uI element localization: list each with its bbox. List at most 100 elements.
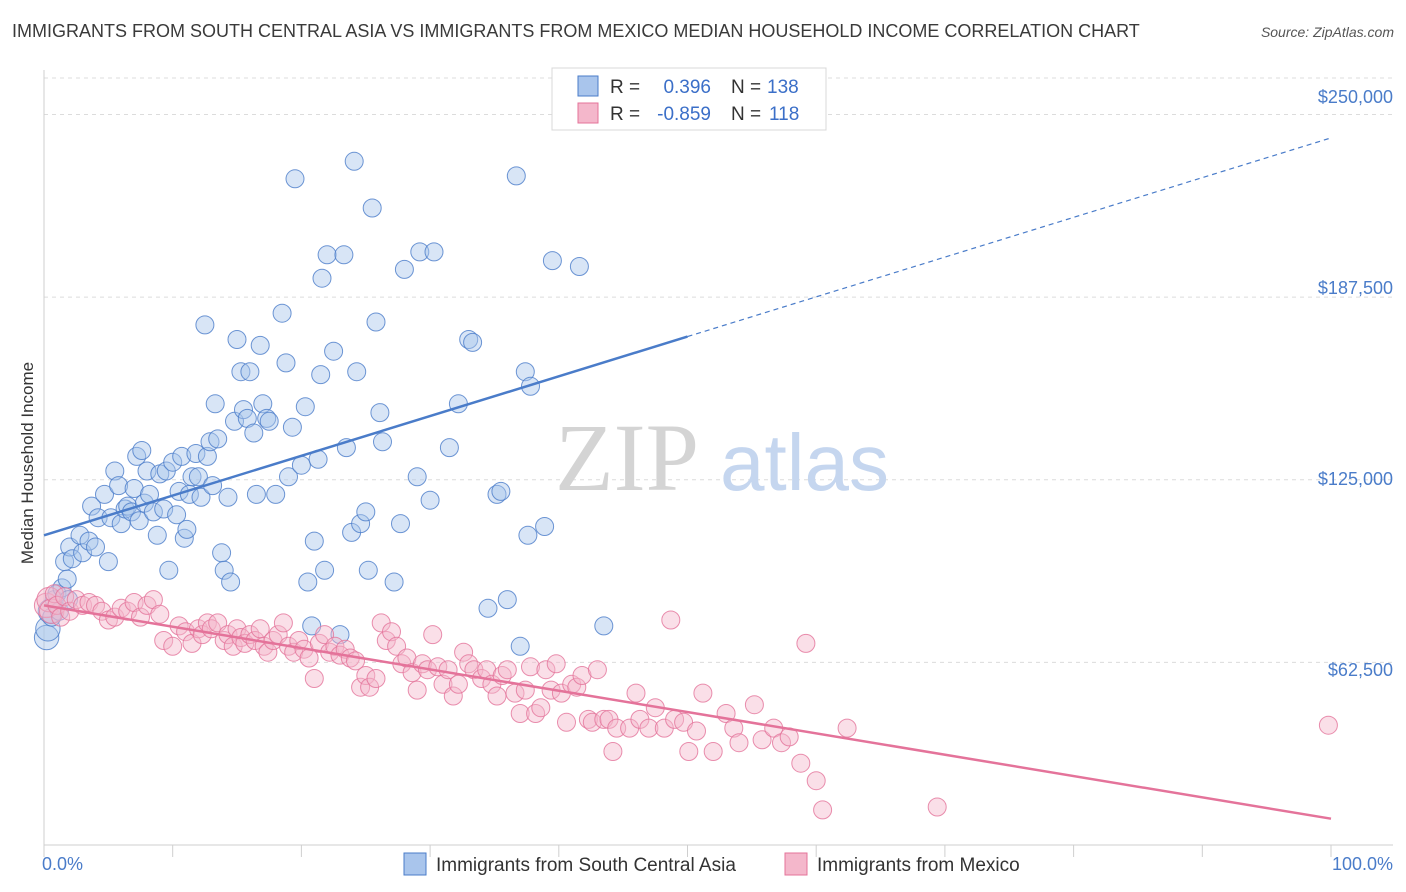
data-point-mexico: [813, 800, 833, 820]
data-point-south-central-asia: [370, 403, 390, 423]
data-point-mexico: [772, 733, 791, 753]
data-point-mexico: [366, 669, 386, 688]
data-point-mexico: [693, 683, 713, 703]
data-point-south-central-asia: [439, 438, 459, 458]
data-point-mexico: [639, 718, 659, 738]
data-point-south-central-asia: [373, 432, 392, 452]
data-point-mexico: [454, 642, 474, 662]
series-legend: Immigrants from South Central Asia Immig…: [403, 852, 1020, 876]
data-point-mexico: [927, 797, 947, 817]
data-point-mexico: [423, 625, 443, 645]
data-point-south-central-asia: [191, 487, 211, 507]
data-point-south-central-asia: [259, 411, 279, 431]
data-point-south-central-asia: [315, 560, 335, 580]
data-point-south-central-asia: [95, 484, 114, 504]
data-point-south-central-asia: [132, 441, 152, 460]
data-point-south-central-asia: [311, 365, 331, 385]
data-point-south-central-asia: [250, 335, 270, 355]
data-point-mexico: [603, 742, 623, 761]
data-point-mexico: [497, 660, 517, 680]
data-point-mexico: [546, 654, 566, 674]
data-point-south-central-asia: [515, 362, 535, 382]
data-point-south-central-asia: [491, 481, 511, 501]
bottom-legend-label-pink: Immigrants from Mexico: [817, 855, 1020, 876]
y-tick-label: $62,500: [1328, 660, 1393, 680]
data-point-south-central-asia: [285, 169, 305, 189]
data-point-south-central-asia: [33, 624, 60, 651]
data-point-south-central-asia: [324, 341, 344, 361]
y-tick-label: $187,500: [1318, 278, 1393, 298]
data-point-south-central-asia: [188, 467, 208, 487]
data-point-mexico: [661, 610, 681, 630]
data-point-south-central-asia: [410, 242, 430, 262]
data-point-south-central-asia: [240, 362, 260, 382]
bottom-legend-swatch-pink: [784, 852, 808, 876]
data-point-south-central-asia: [304, 531, 324, 551]
data-point-mexico: [459, 654, 479, 674]
x-tick-label-min: 0.0%: [42, 854, 83, 874]
data-point-mexico: [382, 622, 401, 642]
data-point-mexico: [376, 631, 396, 650]
y-tick-label: $125,000: [1318, 469, 1393, 489]
data-point-south-central-asia: [137, 461, 157, 481]
data-point-south-central-asia: [186, 444, 206, 463]
data-point-south-central-asia: [172, 446, 192, 466]
data-point-mexico: [791, 753, 811, 773]
data-point-south-central-asia: [282, 417, 302, 437]
data-point-mexico: [796, 633, 816, 653]
data-point-mexico: [531, 698, 551, 718]
legend-swatch-pink: [577, 102, 599, 124]
data-point-mexico: [607, 718, 627, 738]
data-point-south-central-asia: [356, 502, 376, 522]
trend-line-mexico: [43, 604, 1332, 820]
data-point-south-central-asia: [358, 560, 378, 580]
source-label: Source: ZipAtlas.com: [1260, 24, 1394, 40]
data-point-south-central-asia: [594, 616, 614, 636]
data-point-mexico: [744, 695, 764, 715]
data-point-south-central-asia: [394, 259, 414, 279]
data-point-south-central-asia: [214, 560, 234, 580]
data-point-south-central-asia: [362, 198, 382, 218]
legend-r-label: R =: [610, 77, 640, 98]
data-point-south-central-asia: [147, 525, 167, 545]
bottom-legend-label-blue: Immigrants from South Central Asia: [436, 855, 736, 876]
legend-r-value: -0.859: [657, 104, 711, 125]
data-point-mexico: [150, 604, 170, 624]
data-point-mexico: [536, 660, 556, 680]
data-point-mexico: [487, 686, 507, 706]
data-point-mexico: [837, 718, 857, 738]
data-point-mexico: [273, 613, 293, 633]
bottom-legend-swatch-blue: [403, 852, 427, 876]
data-point-south-central-asia: [569, 257, 589, 276]
data-point-mexico: [626, 683, 646, 703]
data-point-mexico: [163, 636, 183, 656]
data-point-mexico: [679, 742, 699, 761]
data-point-south-central-asia: [298, 572, 318, 592]
data-point-south-central-asia: [82, 496, 102, 516]
data-point-south-central-asia: [57, 569, 77, 589]
data-point-south-central-asia: [244, 423, 264, 443]
correlation-legend: R = 0.396 N = 138 R = -0.859 N = 118: [551, 67, 827, 131]
data-point-south-central-asia: [154, 499, 174, 519]
legend-n-value: 118: [769, 104, 799, 125]
data-point-south-central-asia: [344, 151, 364, 171]
data-point-mexico: [304, 669, 324, 688]
trend-lines: [43, 137, 1332, 820]
data-point-south-central-asia: [351, 514, 371, 534]
x-tick-label-max: 100.0%: [1332, 854, 1393, 874]
data-point-south-central-asia: [391, 514, 410, 534]
data-point-south-central-asia: [182, 467, 202, 487]
data-point-mexico: [526, 704, 546, 723]
data-point-south-central-asia: [221, 572, 241, 592]
data-point-south-central-asia: [167, 505, 187, 525]
data-point-south-central-asia: [334, 245, 354, 265]
data-point-south-central-asia: [542, 251, 562, 271]
data-point-south-central-asia: [227, 330, 247, 349]
data-point-south-central-asia: [253, 394, 273, 414]
data-point-south-central-asia: [177, 519, 197, 539]
data-point-mexico: [521, 657, 540, 677]
data-point-south-central-asia: [208, 429, 228, 449]
data-point-south-central-asia: [62, 549, 82, 569]
data-point-mexico: [703, 742, 723, 761]
